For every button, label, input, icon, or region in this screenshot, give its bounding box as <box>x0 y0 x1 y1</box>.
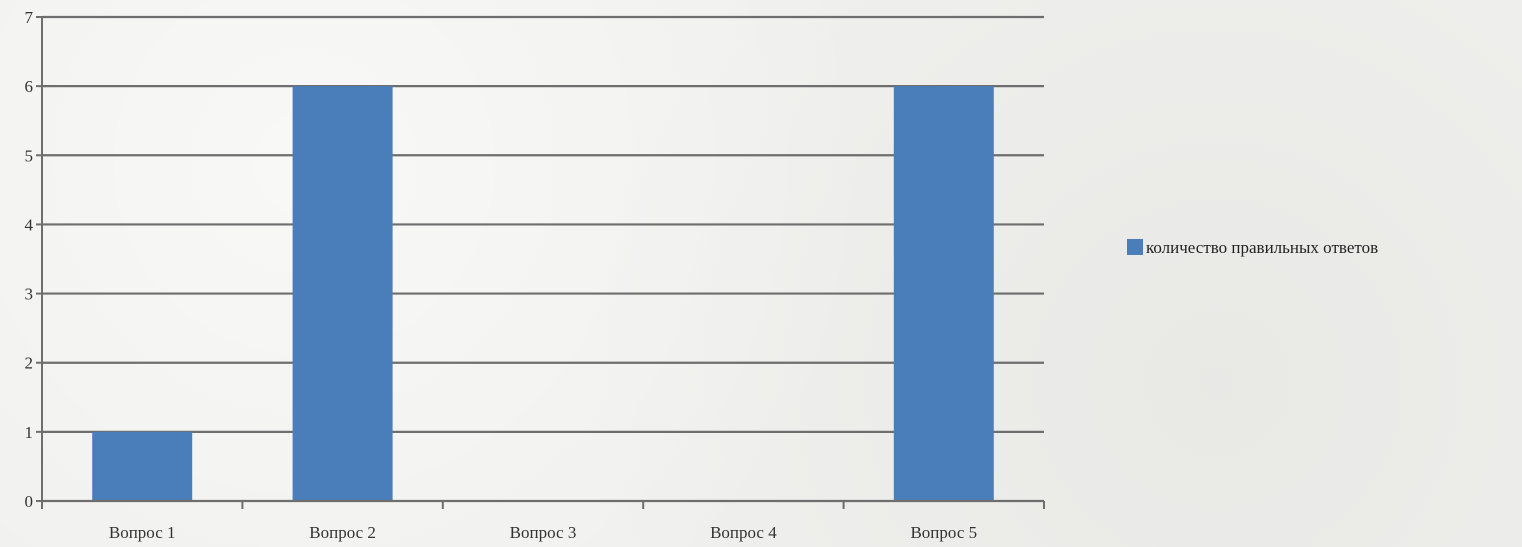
y-tick-label: 3 <box>25 285 34 304</box>
y-tick-label: 5 <box>25 146 34 165</box>
bar <box>893 86 994 502</box>
y-tick-label: 6 <box>25 77 34 96</box>
x-tick-label: Вопрос 2 <box>309 523 376 542</box>
y-tick-label: 7 <box>25 8 34 27</box>
gridlines <box>42 15 1044 433</box>
y-tick-label: 2 <box>25 354 34 373</box>
legend: количество правильных ответов <box>1127 238 1378 257</box>
y-tick-label: 0 <box>25 492 34 511</box>
bar <box>292 86 393 502</box>
x-tick-label: Вопрос 3 <box>510 523 577 542</box>
y-tick-label: 1 <box>25 423 34 442</box>
x-tick-label: Вопрос 1 <box>109 523 176 542</box>
x-tick-label: Вопрос 5 <box>910 523 977 542</box>
bars <box>92 86 994 502</box>
x-tick-label: Вопрос 4 <box>710 523 777 542</box>
legend-swatch <box>1127 239 1143 255</box>
legend-label: количество правильных ответов <box>1146 238 1378 257</box>
axes: 0 1 2 3 4 5 6 7 Вопрос 1 Вопрос 2 Вопрос 3 Вопрос 4… <box>25 8 1045 542</box>
y-tick-label: 4 <box>25 215 34 234</box>
bar <box>92 431 193 501</box>
